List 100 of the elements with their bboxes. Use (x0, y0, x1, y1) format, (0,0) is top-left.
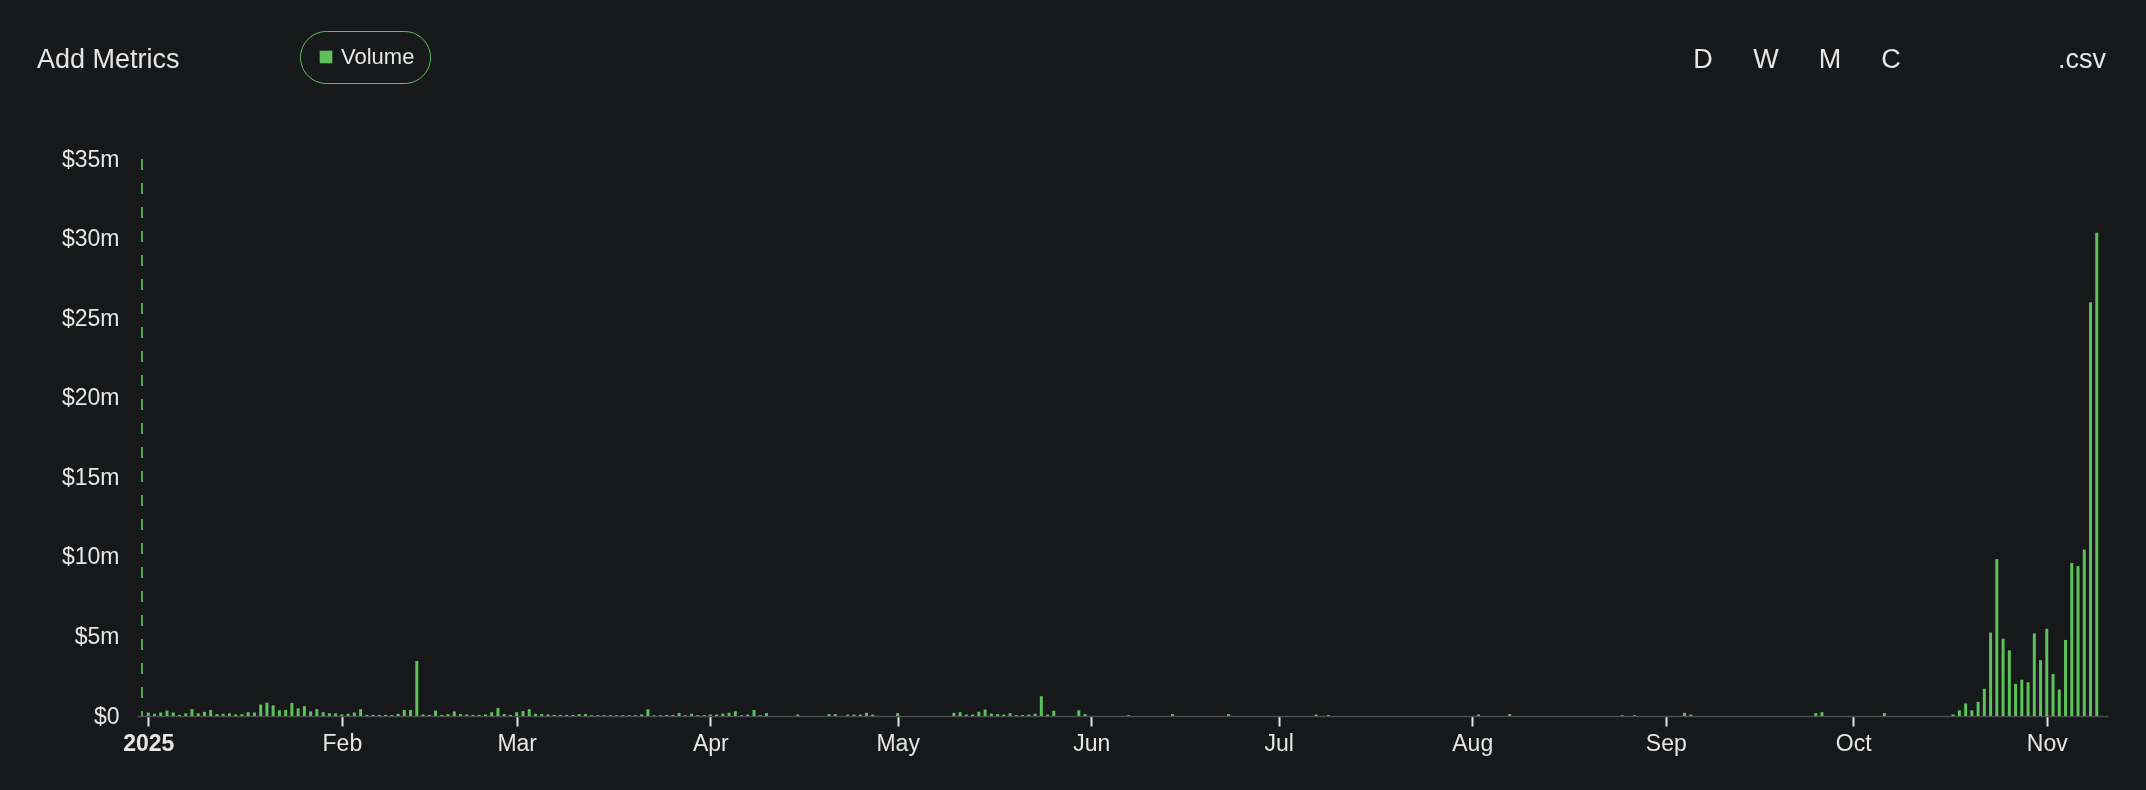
bar (409, 709, 413, 716)
bar (521, 711, 525, 716)
bar (146, 712, 150, 716)
x-tick-label: Jul (1264, 729, 1294, 756)
bar (958, 712, 962, 716)
bar (2026, 682, 2030, 716)
x-tick-label: Mar (497, 729, 538, 756)
bar (227, 713, 231, 716)
bar (209, 709, 213, 716)
y-tick-label: $35m (61, 145, 120, 172)
bar (415, 660, 419, 716)
bar (1976, 701, 1980, 716)
bar (2020, 679, 2024, 716)
text: Add Metrics (37, 44, 180, 74)
bar (2007, 650, 2011, 716)
bar (864, 712, 868, 716)
bar (321, 712, 325, 716)
bar (284, 709, 288, 716)
bar (727, 712, 731, 716)
x-tick-label: Oct (1835, 729, 1873, 756)
bar (2076, 566, 2080, 716)
bar (2057, 689, 2061, 716)
bar (352, 712, 356, 716)
bar (184, 713, 188, 716)
text: M (1818, 44, 1842, 74)
bar (2039, 660, 2043, 716)
y-tick-label: $15m (61, 463, 120, 490)
bar (1008, 713, 1012, 716)
x-tick-label: 2025 (123, 729, 175, 756)
x-tick-label: Aug (1452, 729, 1494, 756)
bar (1052, 710, 1056, 716)
y-tick-label: $25m (61, 304, 120, 331)
bar (171, 712, 175, 716)
bar (1683, 712, 1687, 716)
bar (315, 709, 319, 716)
bar (2064, 639, 2068, 716)
bar (265, 702, 269, 716)
bar (290, 702, 294, 716)
bar (1882, 712, 1886, 716)
bar (252, 712, 256, 716)
y-tick-label: $5m (74, 622, 120, 649)
text: .csv (2057, 44, 2107, 74)
bar (733, 711, 737, 716)
bar (1957, 710, 1961, 716)
bar (2032, 633, 2036, 716)
bar (259, 704, 263, 716)
bar (1964, 703, 1968, 716)
bar (302, 706, 306, 716)
bar (977, 711, 981, 716)
y-tick-label: $20m (61, 384, 120, 411)
y-tick-label: $10m (61, 543, 120, 570)
bar (2045, 628, 2049, 716)
bar (496, 708, 500, 716)
bar (196, 713, 200, 716)
bar (1814, 713, 1818, 716)
bar (2051, 673, 2055, 716)
bar (1989, 632, 1993, 716)
x-tick-label: Jun (1073, 729, 1111, 756)
text: W (1753, 44, 1780, 74)
bar (752, 709, 756, 716)
bar (527, 709, 531, 716)
bar (490, 712, 494, 716)
bar (646, 709, 650, 716)
bar (309, 711, 313, 716)
y-tick-label: $0 (93, 702, 120, 729)
bar (677, 712, 681, 716)
bar (452, 711, 456, 716)
bar (2001, 638, 2005, 716)
bar (334, 713, 338, 716)
bar (1820, 712, 1824, 716)
bar (2082, 549, 2086, 716)
bar (202, 711, 206, 716)
x-tick-label: Nov (2026, 729, 2069, 756)
x-tick-label: Apr (692, 729, 730, 756)
bar (434, 710, 438, 716)
text: C (1881, 44, 1901, 74)
legend-label: Volume (341, 44, 415, 69)
bar (983, 709, 987, 716)
bar (1982, 688, 1986, 716)
bar (896, 713, 900, 716)
bar (246, 712, 250, 716)
bar (296, 708, 300, 716)
bar (2014, 683, 2018, 716)
bar (1039, 696, 1043, 716)
bar (359, 709, 363, 716)
bar (2070, 562, 2074, 716)
bar (1077, 710, 1081, 716)
text: D (1693, 44, 1713, 74)
bar (515, 712, 519, 716)
bar (2095, 232, 2099, 716)
x-tick-label: Sep (1645, 729, 1687, 756)
bar (159, 712, 163, 716)
y-tick-label: $30m (61, 225, 120, 252)
bar (1995, 559, 1999, 716)
bar (2089, 302, 2093, 716)
bar (952, 712, 956, 716)
bar (165, 710, 169, 716)
bar (1970, 710, 1974, 716)
bar (402, 709, 406, 716)
bar (271, 705, 275, 716)
